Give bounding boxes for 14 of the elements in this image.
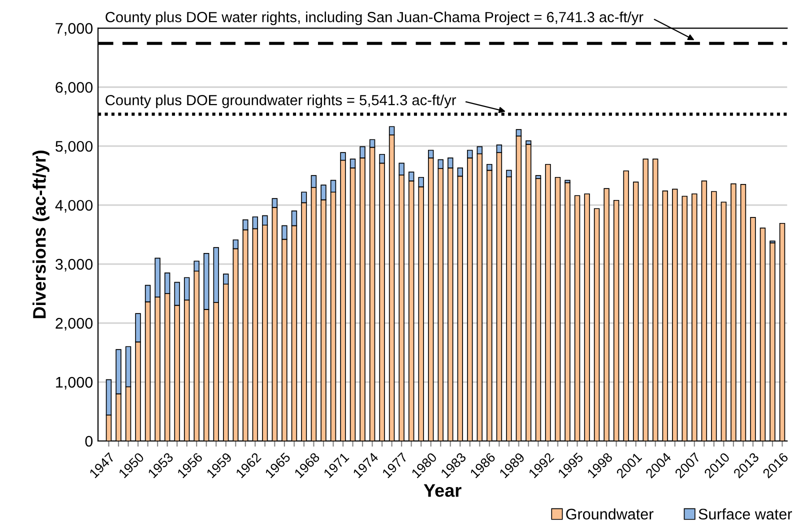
- y-tick-label: 4,000: [55, 200, 93, 213]
- y-tick-label: 0: [85, 436, 93, 447]
- y-axis-title: Diversions (ac-ft/yr): [32, 150, 50, 318]
- legend-label: Groundwater: [566, 508, 654, 520]
- ref-line-label: County plus DOE groundwater rights = 5,541.3 ac-ft/yr: [106, 94, 456, 108]
- x-axis-title: Year: [424, 484, 462, 497]
- ref-line-label: County plus DOE water rights, including San Juan-Chama Project = 6,741.3 ac-ft/yr: [106, 12, 644, 26]
- y-tick-label: 6,000: [56, 82, 93, 95]
- y-tick-label: 5,000: [56, 140, 93, 154]
- y-tick-label: 3,000: [56, 258, 93, 272]
- y-tick-label: 2,000: [56, 318, 93, 331]
- legend-label: Surface water: [698, 508, 792, 520]
- y-tick-label: 7,000: [56, 23, 93, 36]
- y-tick-label: 1,000: [56, 376, 93, 390]
